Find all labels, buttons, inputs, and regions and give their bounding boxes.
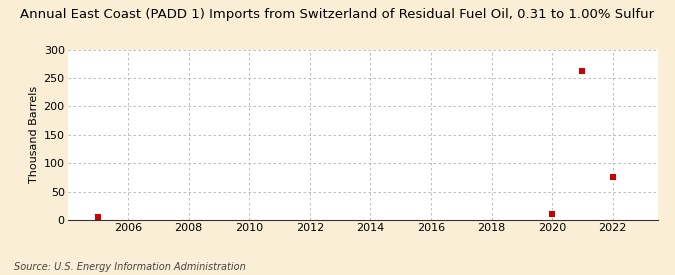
Point (577, 69, 588, 73)
Text: Annual East Coast (PADD 1) Imports from Switzerland of Residual Fuel Oil, 0.31 t: Annual East Coast (PADD 1) Imports from … (20, 8, 655, 21)
Y-axis label: Thousand Barrels: Thousand Barrels (30, 86, 39, 183)
Point (608, 175, 618, 180)
Point (92, 215, 103, 219)
Text: Source: U.S. Energy Information Administration: Source: U.S. Energy Information Administ… (14, 262, 245, 272)
Point (547, 211, 558, 216)
